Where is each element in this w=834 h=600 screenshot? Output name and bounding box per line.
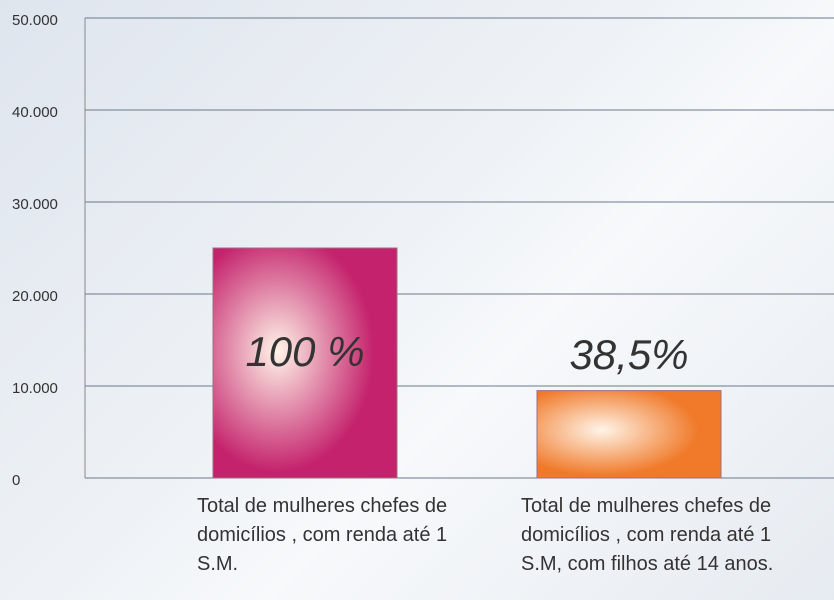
x-tick-label: Total de mulheres chefes de domicílios ,… xyxy=(197,495,448,575)
y-tick-label: 40.000 xyxy=(12,104,58,121)
y-tick-label: 50.000 xyxy=(12,12,58,29)
annotation: 100 % xyxy=(245,328,364,375)
y-tick-label: 0 xyxy=(12,472,20,489)
y-tick-label: 30.000 xyxy=(12,196,58,213)
y-tick-label: 10.000 xyxy=(12,380,58,397)
bar xyxy=(536,390,722,479)
bar xyxy=(212,247,398,479)
x-tick-label: Total de mulheres chefes de domicílios ,… xyxy=(521,495,774,575)
y-tick-label: 20.000 xyxy=(12,288,58,305)
annotation: 38,5% xyxy=(569,331,688,378)
